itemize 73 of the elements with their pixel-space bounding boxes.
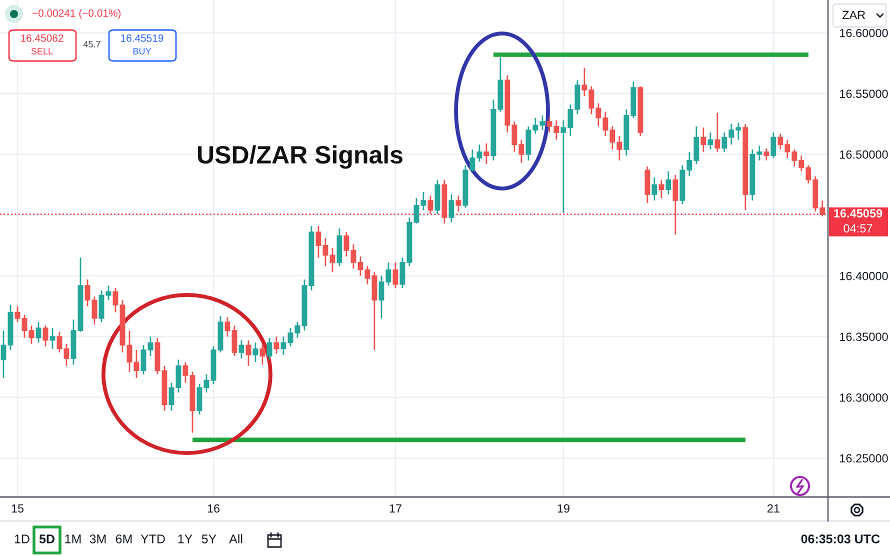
annotation: SELL (31, 48, 53, 54)
annotation: BUY (133, 48, 152, 54)
y-tick-label: 16.40000 (840, 272, 888, 280)
candlestick (246, 340, 252, 366)
candlestick (112, 287, 118, 313)
text: 3M (90, 534, 106, 544)
candlestick (714, 112, 720, 153)
y-tick-label: 16.55000 (840, 90, 888, 98)
candlestick (92, 296, 98, 326)
text: 06:35:03 UTC (801, 534, 880, 544)
candlestick (266, 337, 272, 360)
candlestick (708, 132, 714, 150)
candlestick (260, 343, 266, 366)
candlestick (238, 340, 244, 360)
candlestick (14, 306, 20, 323)
text: 1Y (178, 534, 192, 544)
text: 04:57 (844, 224, 872, 233)
candlestick (0, 330, 6, 379)
text: 5D (39, 534, 54, 544)
annotation: 16.45062 (21, 34, 64, 42)
candlestick (456, 194, 462, 212)
candlestick (134, 349, 140, 379)
candlestick (252, 342, 258, 363)
candlestick (448, 194, 454, 224)
candlestick (700, 126, 706, 153)
candlestick (28, 324, 34, 345)
y-tick-label: 16.50000 (840, 150, 888, 159)
candlestick (36, 321, 42, 344)
candlestick (168, 382, 174, 412)
candlestick (50, 327, 56, 350)
text: 6M (116, 534, 132, 544)
candlestick (484, 142, 490, 165)
candlestick (392, 262, 398, 289)
candlestick (666, 170, 672, 196)
candlestick (98, 290, 104, 323)
ref-line-label: 16.45059 (834, 209, 882, 218)
x-tick-label: 21 (767, 504, 780, 512)
text: 5Y (202, 534, 216, 544)
x-tick-label: 16 (208, 504, 220, 513)
candlestick (42, 324, 48, 348)
candlestick (56, 331, 62, 354)
candlestick (148, 336, 154, 357)
y-tick-label: 16.25000 (840, 454, 888, 463)
x-tick-label: 15 (12, 504, 24, 513)
candlestick (652, 176, 658, 202)
candlestick (274, 336, 280, 354)
candlestick (140, 344, 146, 375)
candlestick (182, 361, 188, 384)
candlestick (126, 330, 132, 373)
annotation: 16.45519 (121, 34, 164, 42)
text: 1D (14, 534, 30, 544)
candlestick (658, 179, 664, 199)
candlestick (764, 148, 770, 162)
candlestick (672, 174, 678, 236)
y-tick-label: 16.30000 (840, 393, 888, 402)
y-axis-title: ZAR (842, 10, 866, 20)
candlestick (84, 278, 90, 307)
candlestick (106, 284, 112, 301)
candlestick (64, 343, 70, 366)
candlestick (428, 194, 434, 215)
y-tick-label: 16.35000 (840, 332, 888, 341)
annotation: 45.7 (83, 41, 100, 48)
text: YTD (140, 534, 165, 544)
candlestick (770, 132, 776, 159)
candlestick (176, 358, 182, 394)
x-tick-label: 17 (390, 504, 402, 512)
text: All (229, 534, 242, 544)
annotation: −0.00241 (−0.01%) (32, 9, 121, 19)
candlestick (22, 314, 28, 339)
text: 1M (65, 534, 81, 544)
x-tick-label: 19 (558, 504, 570, 513)
y-tick-label: 16.60000 (840, 28, 888, 38)
text: USD/ZAR Signals (198, 145, 402, 169)
